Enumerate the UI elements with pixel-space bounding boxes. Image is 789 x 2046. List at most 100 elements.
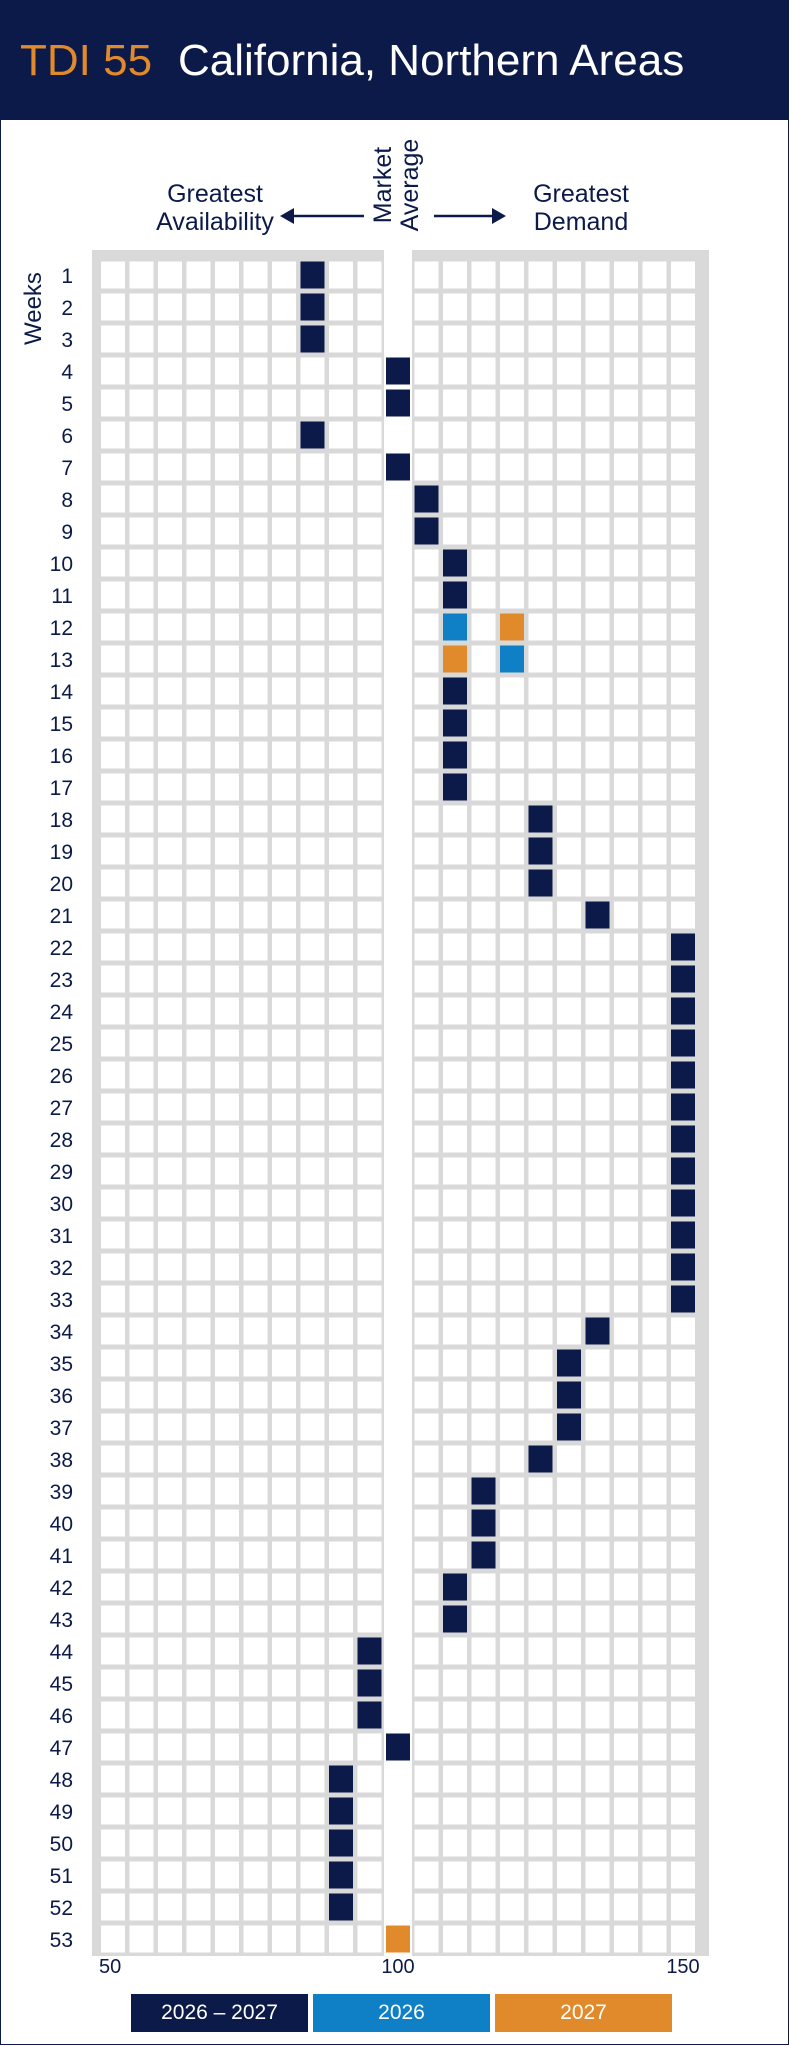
grid-cell xyxy=(614,325,638,353)
grid-cell xyxy=(300,1157,325,1185)
grid-cell xyxy=(329,581,353,609)
arrow-right-icon xyxy=(434,208,506,224)
grid-cell xyxy=(443,1445,467,1473)
grid-cell xyxy=(500,421,524,449)
week-label: 28 xyxy=(50,1129,73,1152)
grid-cell xyxy=(300,1349,325,1377)
grid-cell xyxy=(528,1829,553,1857)
index-marker-combined xyxy=(414,485,439,513)
grid-cell xyxy=(414,901,439,929)
grid-cell xyxy=(642,1445,667,1473)
grid-cell xyxy=(528,1061,553,1089)
grid-cell xyxy=(357,837,382,865)
week-label: 26 xyxy=(50,1065,73,1088)
index-marker-combined xyxy=(357,1669,382,1697)
grid-cell xyxy=(329,709,353,737)
grid-cell xyxy=(186,1669,211,1697)
grid-cell xyxy=(414,1221,439,1249)
index-marker-combined xyxy=(443,709,467,737)
grid-cell xyxy=(158,421,182,449)
grid-cell xyxy=(557,837,581,865)
index-marker-combined xyxy=(585,901,610,929)
grid-cell xyxy=(414,1285,439,1313)
grid-cell xyxy=(158,1157,182,1185)
grid-cell xyxy=(300,357,325,385)
grid-cell xyxy=(129,1669,154,1697)
week-label: 32 xyxy=(50,1257,73,1280)
grid-cell xyxy=(300,1797,325,1825)
grid-cell xyxy=(557,1189,581,1217)
grid-cell xyxy=(329,805,353,833)
grid-cell xyxy=(671,1573,695,1601)
grid-cell xyxy=(186,325,211,353)
grid-cell xyxy=(101,741,125,769)
grid-cell xyxy=(642,1829,667,1857)
week-label: 36 xyxy=(50,1385,73,1408)
grid-cell xyxy=(614,1445,638,1473)
grid-cell xyxy=(129,645,154,673)
index-marker-combined xyxy=(443,1605,467,1633)
grid-cell xyxy=(329,677,353,705)
grid-cell xyxy=(614,1605,638,1633)
grid-cell xyxy=(500,1477,524,1505)
grid-cell xyxy=(186,549,211,577)
grid-cell xyxy=(671,1413,695,1441)
grid-cell xyxy=(471,261,496,289)
grid-cell xyxy=(642,1541,667,1569)
grid-cell xyxy=(329,613,353,641)
grid-cell xyxy=(357,1349,382,1377)
grid-cell xyxy=(186,837,211,865)
grid-cell xyxy=(614,1797,638,1825)
grid-cell xyxy=(500,1157,524,1185)
grid-cell xyxy=(585,1765,610,1793)
grid-cell xyxy=(158,1381,182,1409)
grid-cell xyxy=(500,1221,524,1249)
grid-cell xyxy=(215,1029,239,1057)
grid-cell xyxy=(357,1189,382,1217)
grid-cell xyxy=(642,293,667,321)
grid-cell xyxy=(585,741,610,769)
grid-cell xyxy=(101,773,125,801)
grid-cell xyxy=(642,517,667,545)
grid-cell xyxy=(129,965,154,993)
index-marker-combined xyxy=(443,741,467,769)
grid-cell xyxy=(585,453,610,481)
grid-cell xyxy=(471,741,496,769)
grid-cell xyxy=(101,1701,125,1729)
grid-cell xyxy=(471,837,496,865)
grid-cell xyxy=(671,1509,695,1537)
grid-cell xyxy=(272,1477,296,1505)
grid-cell xyxy=(443,1381,467,1409)
grid-cell xyxy=(500,837,524,865)
grid-cell xyxy=(272,965,296,993)
grid-cell xyxy=(557,1733,581,1761)
grid-cell xyxy=(528,549,553,577)
grid-cell xyxy=(243,645,268,673)
week-label: 11 xyxy=(51,585,73,608)
grid-cell xyxy=(414,1605,439,1633)
grid-cell xyxy=(243,1605,268,1633)
grid-cell xyxy=(357,677,382,705)
week-label: 33 xyxy=(50,1289,73,1312)
week-label: 10 xyxy=(50,553,73,576)
grid-cell xyxy=(243,261,268,289)
grid-cell xyxy=(129,1765,154,1793)
grid-cell xyxy=(500,1285,524,1313)
grid-cell xyxy=(671,1445,695,1473)
grid-cell xyxy=(272,357,296,385)
grid-cell xyxy=(158,549,182,577)
grid-cell xyxy=(357,1157,382,1185)
grid-cell xyxy=(243,965,268,993)
grid-cell xyxy=(500,517,524,545)
grid-cell xyxy=(414,325,439,353)
grid-cell xyxy=(243,869,268,897)
grid-cell xyxy=(158,1701,182,1729)
grid-cell xyxy=(186,1509,211,1537)
grid-cell xyxy=(158,261,182,289)
grid-cell xyxy=(585,261,610,289)
grid-cell xyxy=(129,1925,154,1953)
grid-cell xyxy=(471,1189,496,1217)
grid-cell xyxy=(357,1029,382,1057)
grid-cell xyxy=(215,1797,239,1825)
grid-cell xyxy=(642,581,667,609)
